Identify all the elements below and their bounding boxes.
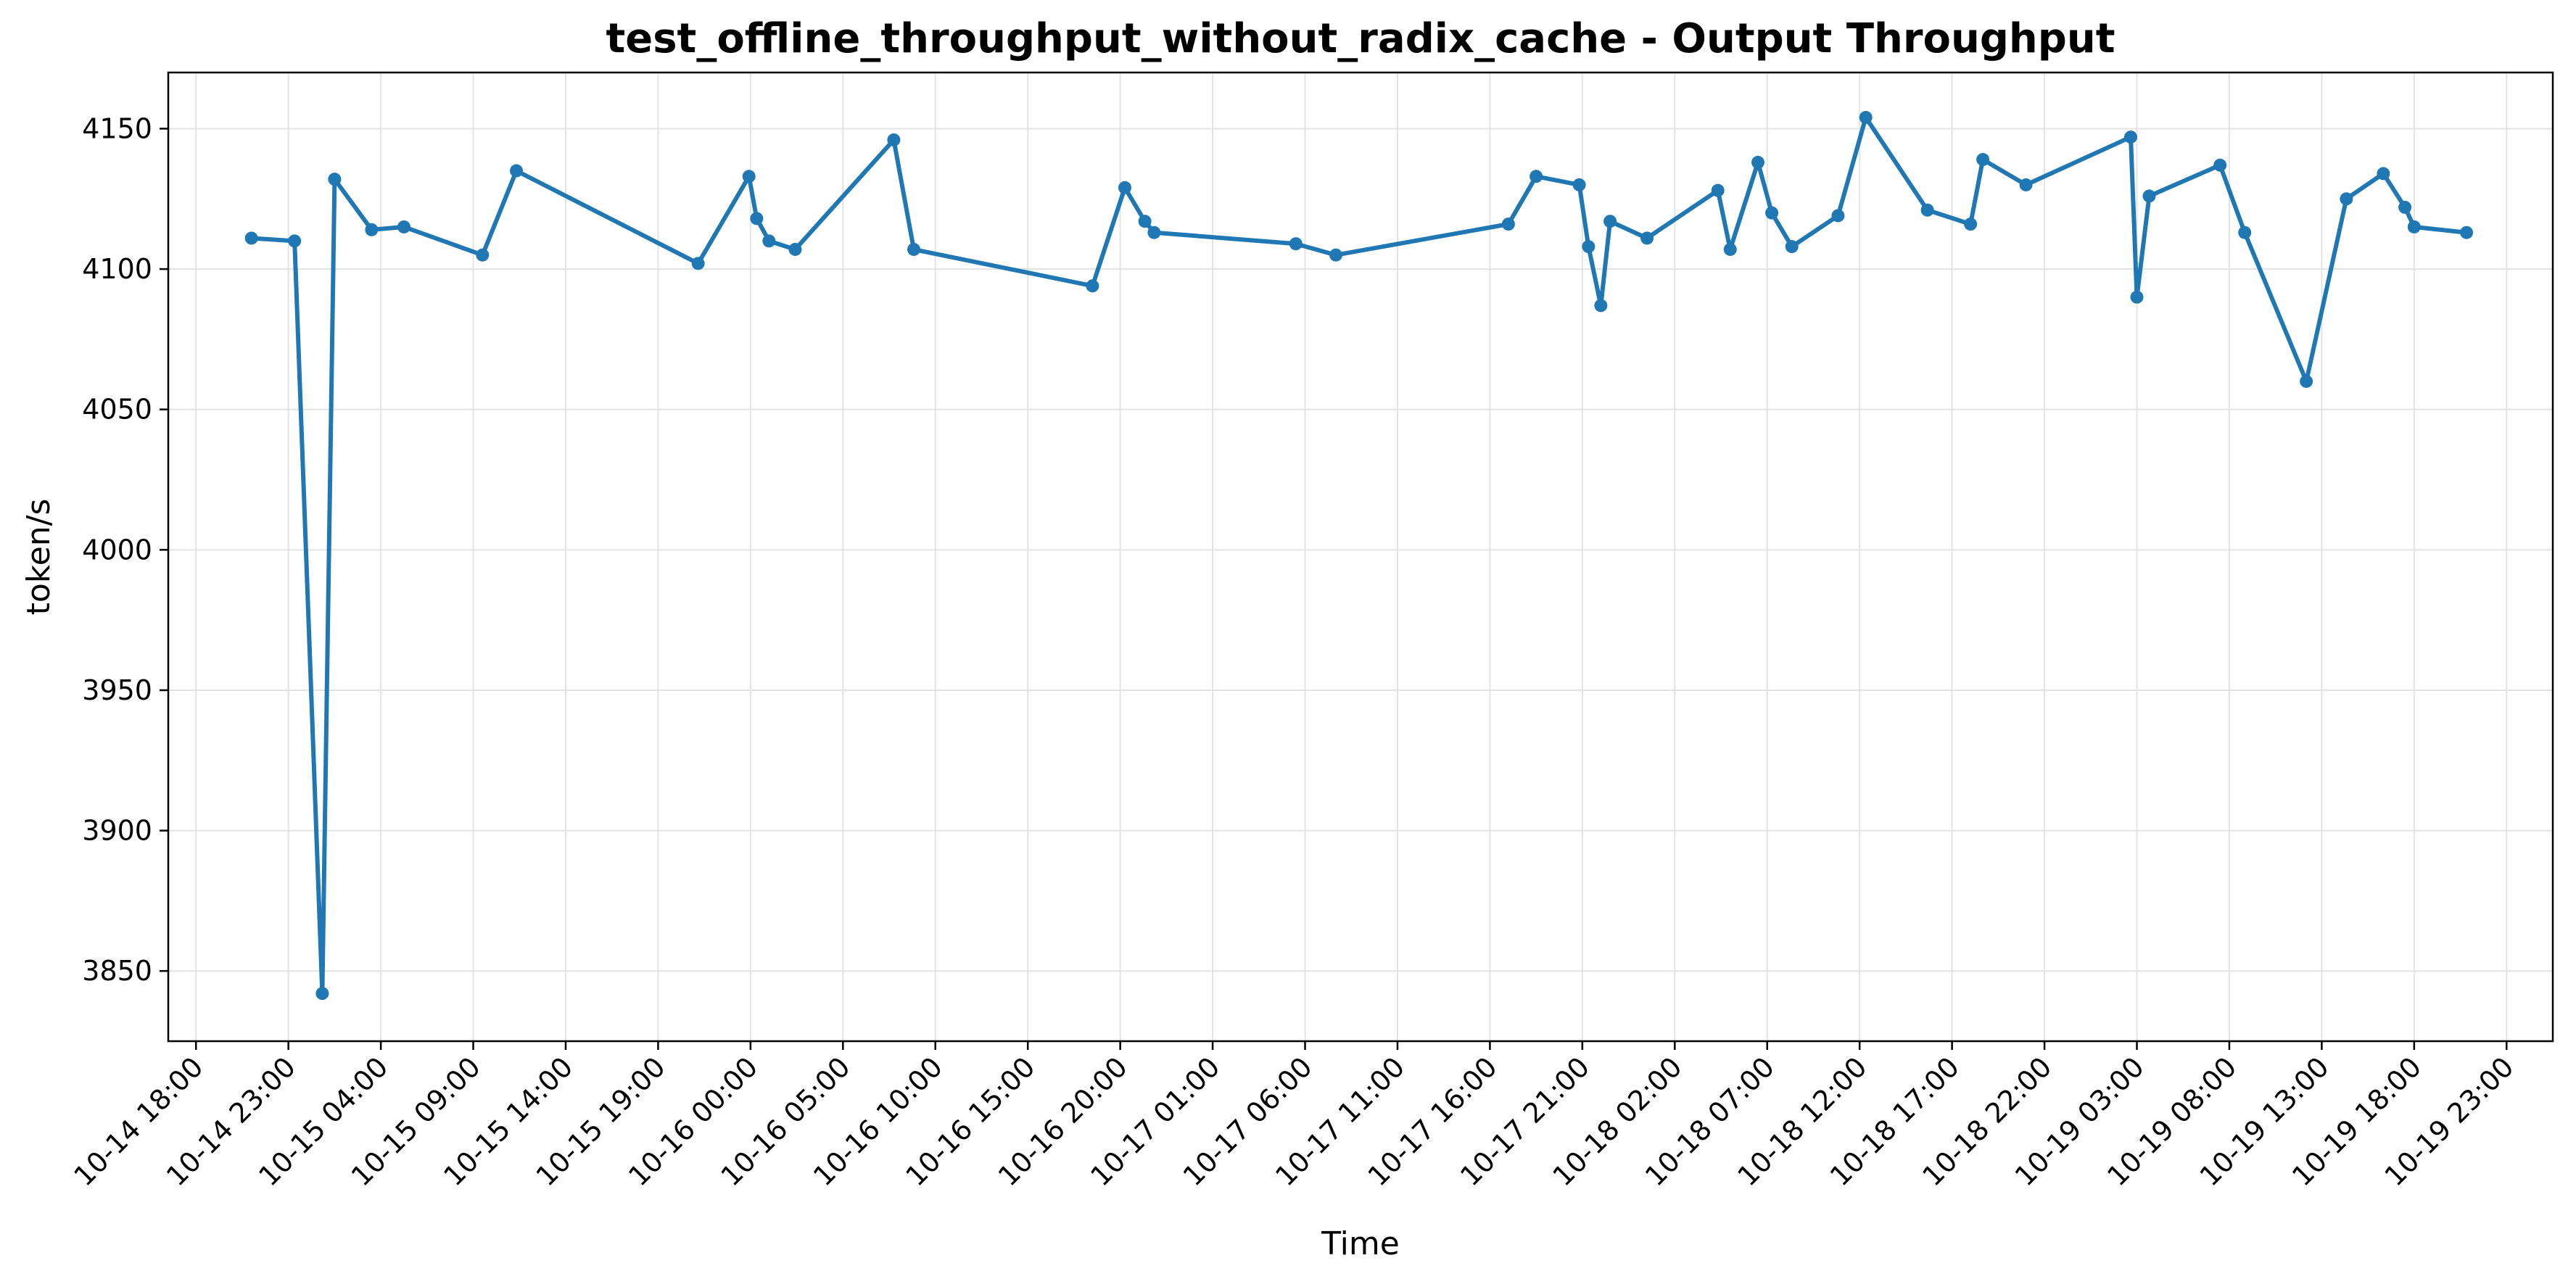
y-tick-label: 4150 (82, 112, 152, 144)
data-point (315, 987, 329, 1001)
y-axis: 3850 3900 3950 4000 4050 4100 4150 (82, 112, 168, 987)
data-point (397, 220, 410, 233)
data-point (1501, 218, 1515, 231)
data-point (1859, 110, 1873, 124)
data-point (1920, 203, 1934, 217)
y-tick-label: 4000 (82, 534, 152, 566)
data-point (1594, 299, 1608, 312)
data-point (1831, 209, 1845, 223)
plot-frame (167, 71, 2554, 1043)
data-point (2142, 189, 2156, 203)
data-point (2124, 131, 2138, 144)
data-point (1785, 240, 1799, 254)
y-tick-label: 3950 (82, 674, 152, 706)
data-point (750, 212, 764, 225)
data-point (1640, 231, 1654, 245)
data-point (1086, 279, 1099, 293)
data-point (2238, 225, 2252, 239)
data-point (2130, 290, 2144, 304)
data-point (328, 173, 342, 186)
data-point (1765, 206, 1779, 220)
data-point (1138, 215, 1152, 228)
data-point (2407, 220, 2421, 233)
data-point (762, 234, 776, 248)
data-point (1751, 155, 1764, 169)
data-point (1723, 242, 1737, 256)
data-point (1603, 215, 1617, 228)
x-axis-label: Time (1321, 1225, 1400, 1262)
data-point (244, 231, 258, 245)
data-point (1711, 183, 1725, 197)
data-point (476, 248, 490, 262)
data-point (1582, 240, 1595, 254)
data-point (365, 223, 379, 236)
gridlines (168, 73, 2553, 1041)
y-tick-label: 3850 (82, 955, 152, 987)
data-point (1118, 181, 1132, 194)
data-point (1572, 178, 1586, 191)
data-point (2213, 158, 2227, 172)
data-point (2398, 200, 2412, 214)
y-tick-label: 4100 (82, 253, 152, 285)
data-point (2340, 192, 2353, 206)
data-point (742, 170, 756, 183)
data-point (2300, 374, 2313, 388)
data-point (691, 257, 705, 270)
data-point (288, 234, 302, 248)
data-point (788, 242, 802, 256)
data-point (1964, 218, 1978, 231)
data-point (2019, 178, 2033, 191)
y-tick-label: 4050 (82, 394, 152, 426)
y-tick-label: 3900 (82, 815, 152, 847)
data-point (1976, 153, 1990, 167)
data-point (1530, 170, 1543, 183)
data-point (1147, 225, 1161, 239)
series-line (251, 115, 2467, 996)
data-point (1329, 248, 1343, 262)
chart-title: test_offline_throughput_without_radix_ca… (606, 15, 2115, 62)
data-point (2460, 225, 2474, 239)
series-layer (244, 110, 2474, 1001)
data-point (2377, 167, 2390, 181)
y-axis-label: token/s (20, 499, 57, 616)
data-point (887, 133, 901, 146)
data-point (510, 164, 524, 178)
data-point (907, 242, 921, 256)
data-point (1289, 237, 1303, 251)
